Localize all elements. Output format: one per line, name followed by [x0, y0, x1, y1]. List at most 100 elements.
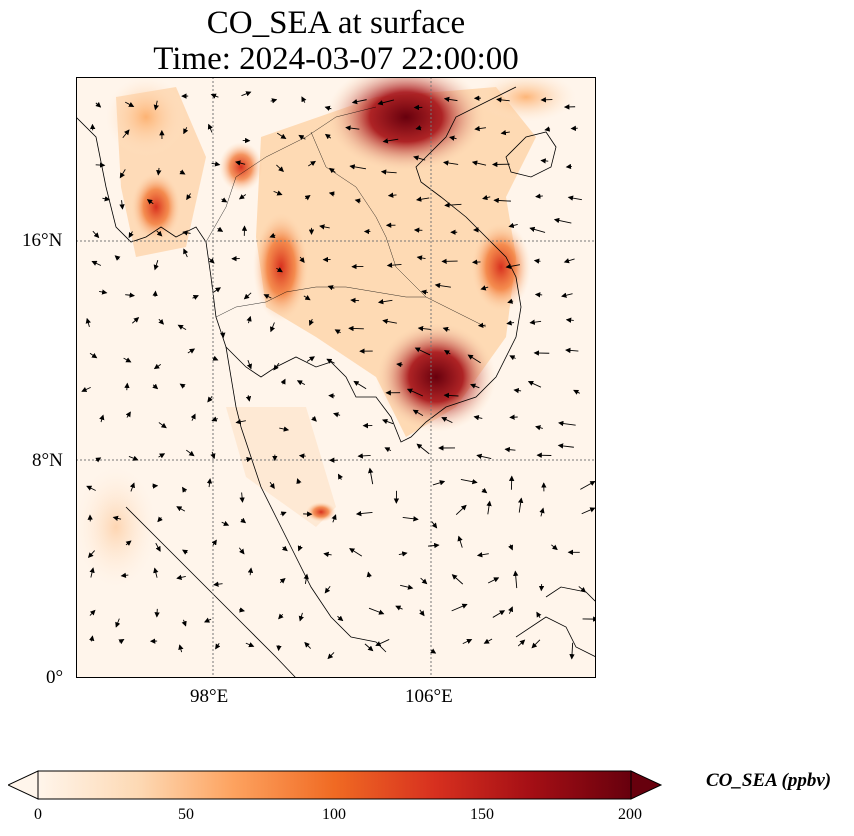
- wind-vector: [125, 292, 135, 298]
- wind-vector: [493, 197, 511, 204]
- wind-vector: [119, 200, 125, 210]
- wind-vector: [207, 123, 213, 133]
- wind-vector: [353, 380, 367, 390]
- wind-vector: [192, 295, 199, 300]
- map-title: CO_SEA at surface: [206, 5, 466, 41]
- wind-vector: [118, 639, 125, 645]
- wind-vector: [273, 190, 283, 196]
- wind-vector: [455, 504, 467, 516]
- wind-vector: [553, 217, 572, 224]
- wind-vector: [120, 572, 129, 579]
- wind-vector: [508, 544, 513, 551]
- wind-vector: [247, 567, 254, 576]
- wind-vector: [87, 550, 95, 559]
- wind-vector: [304, 194, 311, 201]
- wind-vector: [324, 105, 332, 111]
- wind-vector: [95, 457, 102, 463]
- wind-vector: [279, 578, 286, 584]
- plume-sumatra: [76, 467, 156, 587]
- wind-vector: [238, 194, 247, 200]
- wind-vector: [382, 138, 399, 144]
- wind-vector: [513, 387, 522, 394]
- wind-vector: [444, 202, 462, 208]
- wind-vector: [467, 354, 481, 364]
- wind-vector: [500, 129, 510, 136]
- wind-vector: [122, 129, 130, 139]
- hotspot-northwest: [106, 77, 186, 157]
- wind-vector: [324, 133, 332, 140]
- wind-vector: [337, 473, 343, 480]
- wind-vector: [483, 638, 493, 644]
- colorbar-label: CO_SEA (ppbv): [706, 770, 832, 791]
- wind-vector: [89, 567, 95, 578]
- wind-vector: [414, 347, 431, 356]
- wind-vector: [349, 164, 367, 170]
- wind-vector: [395, 605, 403, 611]
- wind-vector: [182, 486, 188, 493]
- wind-vector: [474, 125, 486, 132]
- wind-vector: [412, 409, 424, 417]
- wind-vector: [153, 567, 159, 578]
- wind-vectors: [81, 91, 596, 660]
- wind-vector: [348, 325, 364, 332]
- wind-vector: [158, 453, 166, 459]
- wind-vector: [245, 395, 252, 402]
- wind-vector: [527, 380, 542, 388]
- wind-vector: [296, 380, 306, 386]
- wind-vector: [270, 322, 276, 333]
- wind-vector: [279, 426, 290, 432]
- wind-vector: [246, 456, 252, 463]
- wind-vector: [375, 639, 390, 647]
- wind-vector: [529, 319, 542, 325]
- wind-vector: [220, 331, 226, 339]
- wind-vector: [377, 299, 393, 305]
- wind-vector: [298, 612, 304, 622]
- wind-vector: [462, 639, 473, 645]
- wind-vector: [508, 606, 513, 614]
- wind-vector: [535, 193, 543, 199]
- wind-vector: [476, 552, 489, 558]
- wind-vector: [92, 230, 100, 239]
- wind-vector: [557, 443, 574, 449]
- lat-label-8n: 8°N: [32, 450, 63, 471]
- wind-vector: [581, 507, 596, 515]
- wind-vector: [158, 318, 165, 325]
- wind-vector: [203, 617, 212, 623]
- wind-vector: [415, 125, 422, 131]
- wind-vector: [280, 511, 287, 517]
- wind-vector: [432, 480, 446, 486]
- wind-vector: [153, 260, 159, 271]
- wind-vector: [569, 642, 575, 660]
- wind-vector: [441, 417, 453, 424]
- lon-label-98e: 98°E: [190, 686, 229, 707]
- wind-vector: [327, 285, 335, 291]
- wind-vector: [558, 420, 576, 427]
- wind-vector: [396, 361, 403, 368]
- wind-vector: [415, 196, 430, 202]
- wind-vector: [306, 356, 315, 362]
- wind-vector: [152, 383, 159, 390]
- wind-vector: [580, 480, 596, 490]
- wind-vector: [377, 99, 395, 106]
- wind-vector: [331, 514, 337, 523]
- wind-vector: [176, 506, 186, 512]
- wind-vector: [206, 478, 213, 488]
- wind-vector: [211, 539, 217, 546]
- wind-vector: [128, 455, 139, 461]
- wind-vector: [486, 500, 492, 515]
- wind-vector: [357, 453, 371, 459]
- wind-vector: [238, 607, 246, 613]
- wind-vector: [442, 326, 450, 333]
- wind-vector: [506, 320, 515, 326]
- wind-vector: [303, 573, 309, 585]
- wind-vector: [382, 318, 397, 325]
- map-border: [76, 77, 596, 678]
- wind-vector: [123, 357, 132, 363]
- wind-vector: [328, 191, 335, 197]
- wind-vector: [128, 231, 134, 239]
- wind-vector: [186, 449, 195, 457]
- wind-vector: [323, 551, 332, 558]
- wind-vector: [299, 256, 305, 264]
- wind-vector: [531, 639, 541, 649]
- wind-vector: [529, 226, 546, 233]
